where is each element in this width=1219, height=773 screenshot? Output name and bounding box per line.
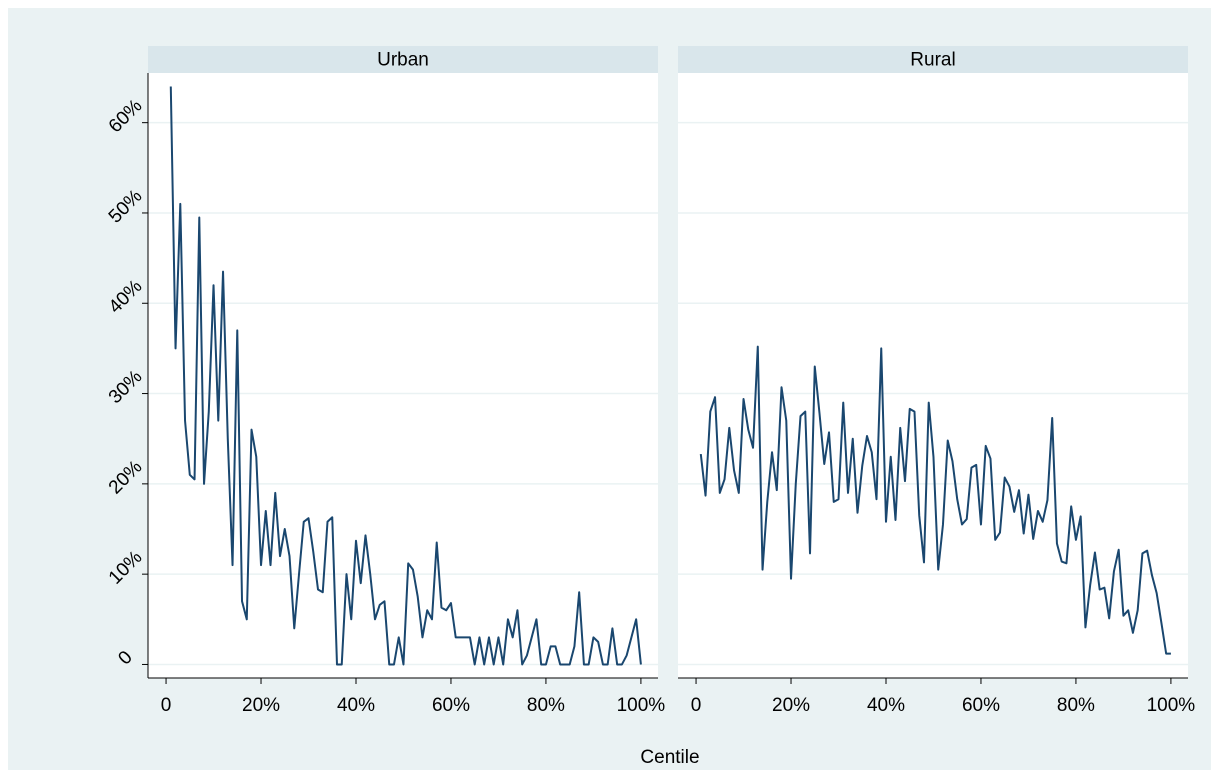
- x-tick-label: 20%: [772, 695, 810, 716]
- data-line: [699, 345, 1171, 655]
- x-tick-label: 60%: [432, 695, 470, 716]
- plot-area: [148, 73, 658, 678]
- x-tick-label: 100%: [1147, 695, 1196, 716]
- panel-title: Rural: [910, 50, 955, 71]
- x-tick-label: 40%: [867, 695, 905, 716]
- data-line: [169, 86, 642, 666]
- x-tick-label: 40%: [337, 695, 375, 716]
- panel-header: [678, 46, 1188, 73]
- panel-title: Urban: [377, 50, 429, 71]
- x-tick-label: 60%: [962, 695, 1000, 716]
- x-tick-label: 100%: [617, 695, 666, 716]
- x-tick-label: 0: [691, 695, 702, 716]
- panel-header: [148, 46, 658, 73]
- x-tick-label: 80%: [1057, 695, 1095, 716]
- x-tick-label: 20%: [242, 695, 280, 716]
- x-tick-label: 0: [161, 695, 172, 716]
- x-tick-label: 80%: [527, 695, 565, 716]
- x-axis-title: Centile: [640, 747, 699, 768]
- plot-area: [678, 73, 1188, 678]
